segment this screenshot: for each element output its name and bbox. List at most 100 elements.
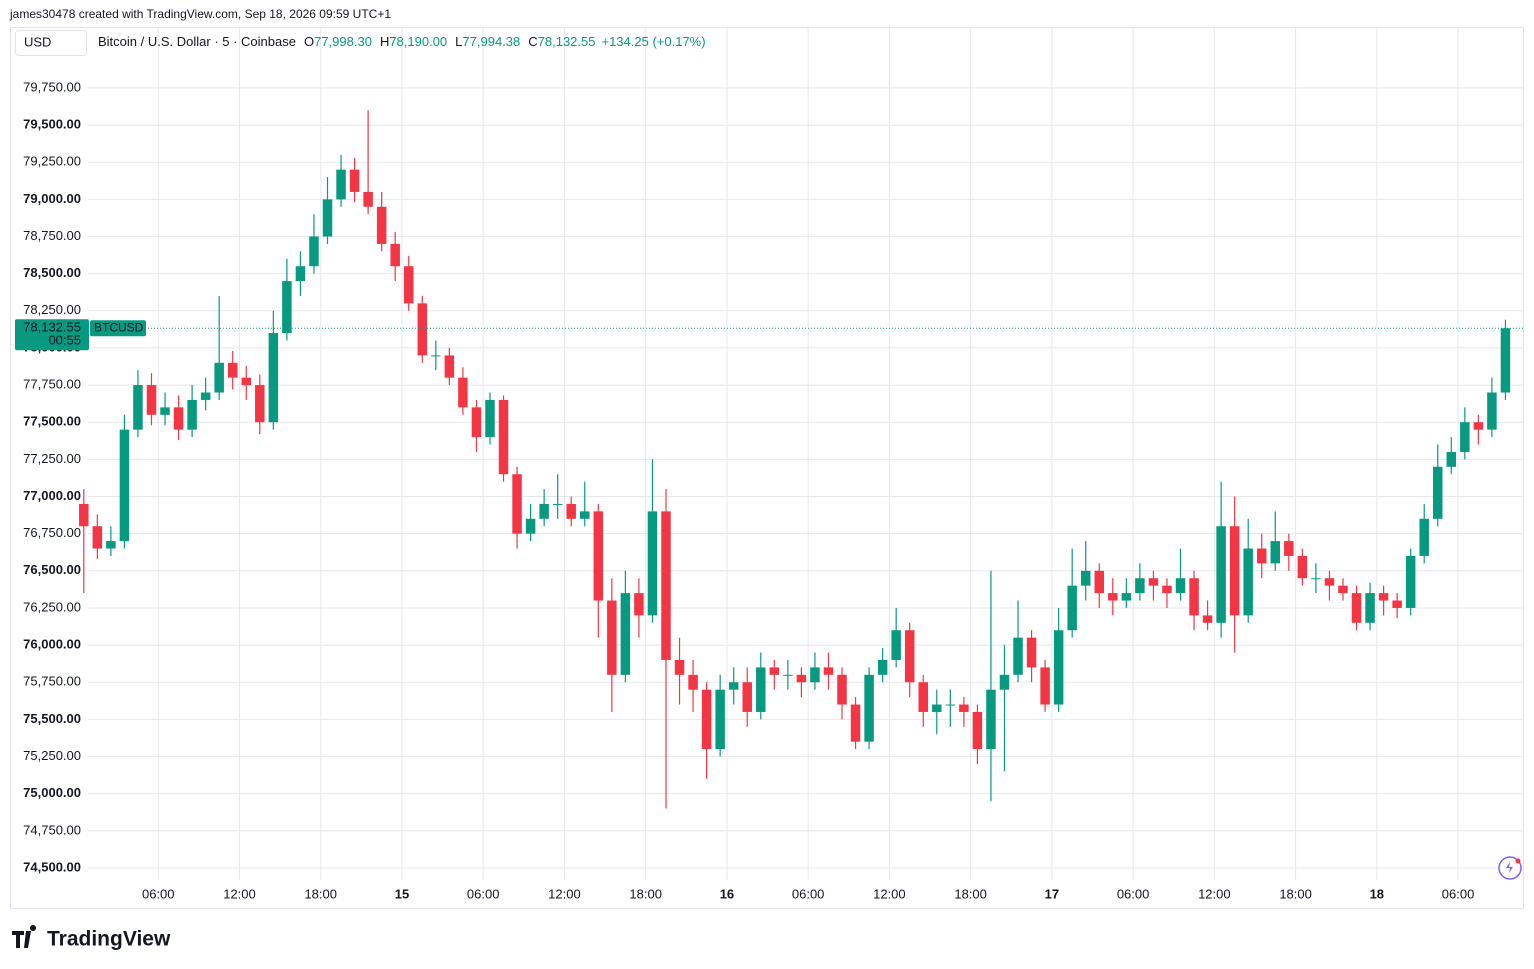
y-tick-label: 78,250.00 bbox=[23, 302, 81, 317]
y-tick-label: 76,750.00 bbox=[23, 525, 81, 540]
y-tick-label: 79,500.00 bbox=[23, 117, 81, 132]
candle-body bbox=[200, 392, 211, 400]
x-tick-label: 18:00 bbox=[629, 886, 662, 901]
candle-body bbox=[173, 407, 184, 430]
candle-body bbox=[959, 704, 969, 712]
ohlc-key: O bbox=[304, 34, 314, 49]
candle-body bbox=[688, 674, 698, 690]
candle-body bbox=[349, 169, 360, 192]
x-tick-label: 06:00 bbox=[1442, 886, 1475, 901]
credit: james30478 created with TradingView.com,… bbox=[9, 7, 391, 21]
candle-body bbox=[322, 199, 333, 237]
y-tick-label: 78,750.00 bbox=[23, 228, 81, 243]
y-tick-label: 77,250.00 bbox=[23, 451, 81, 466]
currency[interactable]: USD bbox=[24, 34, 51, 49]
y-tick-label: 78,500.00 bbox=[23, 265, 81, 280]
candle-body bbox=[1284, 541, 1294, 556]
candle-body bbox=[661, 511, 671, 660]
currency-box[interactable] bbox=[15, 30, 87, 56]
last-price-label: 78,132.55 bbox=[23, 320, 81, 335]
assistant-dot[interactable] bbox=[1515, 858, 1521, 864]
candle-body bbox=[295, 266, 306, 282]
candle-body bbox=[485, 399, 495, 438]
candle-body bbox=[282, 281, 292, 334]
assistant-icon[interactable] bbox=[1498, 856, 1522, 880]
candle-body bbox=[539, 503, 549, 519]
ohlc-key: H bbox=[380, 34, 389, 49]
candle-body bbox=[1405, 555, 1416, 608]
candle-body bbox=[715, 689, 725, 750]
candle-body bbox=[512, 474, 522, 534]
candle-body bbox=[404, 266, 414, 304]
candle-body bbox=[1243, 548, 1253, 616]
candle-body bbox=[1500, 328, 1511, 393]
candle-body bbox=[647, 511, 658, 616]
candle-body bbox=[1256, 548, 1267, 564]
candle-body bbox=[580, 511, 590, 519]
candle-body bbox=[1094, 570, 1105, 594]
candle-body bbox=[1351, 593, 1362, 623]
candle-body bbox=[160, 407, 170, 415]
candle-body bbox=[363, 191, 373, 207]
candle-body bbox=[119, 429, 130, 542]
candle-body bbox=[634, 593, 644, 616]
candle-body bbox=[823, 667, 834, 675]
candle-body bbox=[566, 503, 576, 519]
candle-body bbox=[1053, 630, 1064, 705]
candle-body bbox=[1162, 585, 1172, 594]
x-tick-label: 16 bbox=[720, 886, 734, 901]
candle-body bbox=[783, 674, 793, 676]
y-tick-label: 76,500.00 bbox=[23, 562, 81, 577]
candle-body bbox=[1311, 578, 1321, 580]
y-tick-label: 74,750.00 bbox=[23, 822, 81, 837]
candle-body bbox=[214, 362, 224, 393]
candle-body bbox=[1040, 667, 1050, 705]
candle-body bbox=[945, 704, 956, 706]
candle-body bbox=[417, 303, 428, 356]
candle-body bbox=[1067, 585, 1077, 631]
candle-body bbox=[850, 704, 861, 742]
candle-body bbox=[1202, 615, 1213, 623]
candle-body bbox=[1216, 526, 1226, 623]
candle-body bbox=[1365, 593, 1375, 623]
candle-body bbox=[1080, 570, 1091, 586]
candle-body bbox=[106, 541, 116, 549]
candle-body bbox=[1135, 578, 1145, 594]
candle-body bbox=[444, 355, 455, 378]
y-tick-label: 75,250.00 bbox=[23, 748, 81, 763]
candle-body bbox=[986, 689, 996, 750]
candle-body bbox=[471, 407, 482, 438]
candle-body bbox=[864, 674, 874, 742]
y-tick-label: 74,500.00 bbox=[23, 859, 81, 874]
ohlc-value: 77,994.38 bbox=[462, 34, 520, 49]
x-tick-label: 06:00 bbox=[1117, 886, 1150, 901]
candle-body bbox=[1121, 593, 1132, 601]
candle-body bbox=[255, 385, 265, 423]
candle-body bbox=[431, 355, 441, 357]
candle-body bbox=[1338, 585, 1348, 594]
candle-body bbox=[877, 659, 888, 675]
y-tick-label: 77,750.00 bbox=[23, 377, 81, 392]
candle-body bbox=[904, 630, 915, 683]
x-tick-label: 18:00 bbox=[1279, 886, 1312, 901]
candle-body bbox=[1392, 600, 1402, 608]
candles bbox=[79, 110, 1511, 809]
candle-body bbox=[458, 377, 468, 408]
candle-body bbox=[498, 399, 509, 475]
x-tick-label: 12:00 bbox=[1198, 886, 1231, 901]
candle-body bbox=[796, 674, 807, 683]
candle-body bbox=[376, 206, 387, 244]
candle-body bbox=[593, 511, 604, 601]
symbol-tag-box bbox=[90, 320, 146, 337]
y-tick-label: 79,750.00 bbox=[23, 79, 81, 94]
candle-body bbox=[674, 659, 685, 675]
candle-body bbox=[268, 333, 279, 423]
y-tick-label: 77,000.00 bbox=[23, 488, 81, 503]
assistant-glyph[interactable] bbox=[1506, 862, 1513, 873]
x-tick-label: 18 bbox=[1370, 886, 1384, 901]
candle-body bbox=[1433, 466, 1443, 519]
candle-body bbox=[728, 682, 739, 690]
candle-body bbox=[187, 399, 197, 430]
